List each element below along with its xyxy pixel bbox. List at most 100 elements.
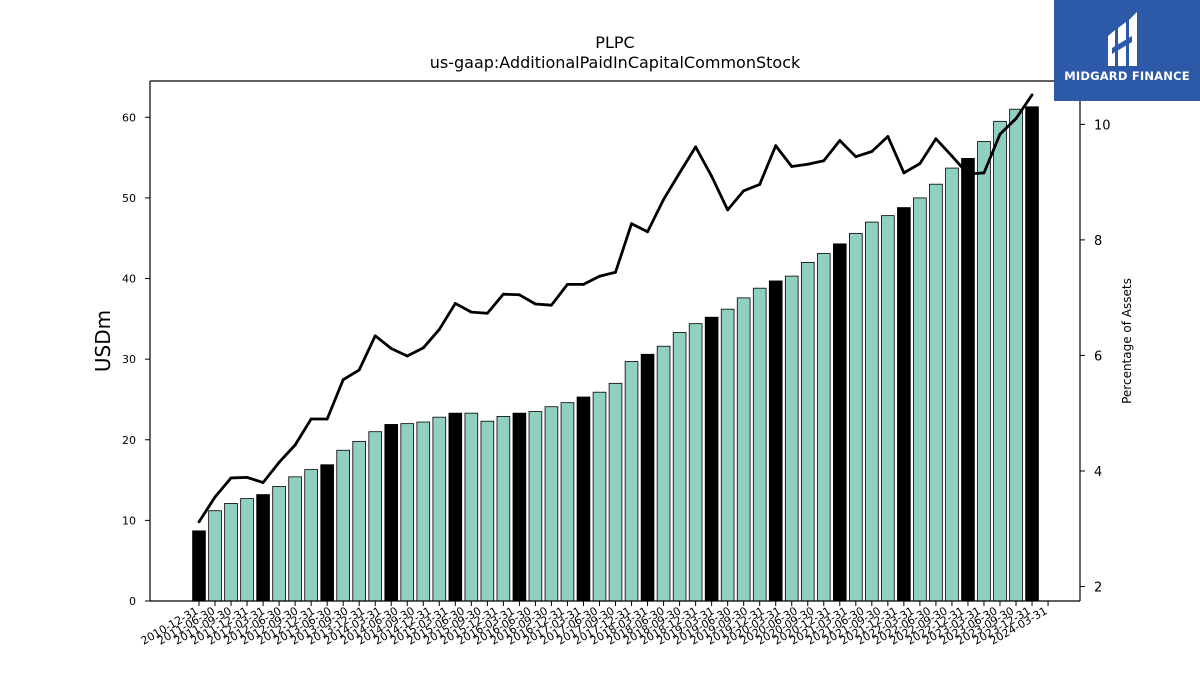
bar-2012-12-31: [320, 464, 334, 602]
bar-2021-03-31: [849, 232, 863, 602]
line-point-2014-03-31: [405, 354, 409, 358]
line-point-2015-06-30: [485, 311, 489, 315]
line-point-2023-03-31: [982, 171, 986, 175]
axes: 01020304050602468102010-12-312011-06-302…: [122, 80, 1111, 648]
line-point-2023-09-30: [1014, 117, 1018, 120]
bar-2019-09-30: [752, 287, 767, 602]
bar-2017-06-30: [608, 382, 623, 602]
bar-2014-12-31: [448, 412, 463, 602]
line-point-2016-03-31: [534, 302, 537, 306]
line-point-2010-12-31: [197, 520, 201, 524]
line-point-2019-03-31: [726, 208, 730, 212]
line-point-2014-12-31: [453, 302, 457, 305]
y-tick-label: 0: [129, 595, 136, 608]
bar-2019-06-30: [736, 297, 751, 602]
y2-tick-label: 6: [1094, 349, 1102, 364]
line-point-2012-12-31: [325, 417, 329, 421]
line-series: [197, 93, 1034, 524]
line-point-2011-12-31: [261, 481, 265, 484]
bar-2015-12-31: [512, 412, 527, 602]
bar-2020-06-30: [800, 261, 815, 602]
line-point-2019-12-31: [774, 144, 778, 148]
line-point-2022-06-30: [934, 137, 938, 141]
bar-2014-06-30: [416, 421, 431, 602]
y-tick-label: 10: [122, 514, 136, 527]
bar-2016-12-31: [576, 396, 591, 602]
line-point-2014-06-30: [421, 346, 425, 350]
line-point-2012-06-30: [293, 443, 297, 447]
line-point-2011-06-30: [229, 476, 233, 480]
bar-2015-09-30: [496, 415, 511, 602]
bar-2013-12-31: [384, 424, 399, 602]
line-point-2020-03-31: [790, 165, 794, 168]
line-point-2023-12-31: [1030, 93, 1034, 97]
bar-2013-03-31: [336, 449, 350, 602]
bar-2016-06-30: [544, 406, 559, 602]
line-point-2015-09-30: [501, 292, 505, 296]
midgard-logo-icon: [1108, 12, 1137, 66]
y2-tick-label: 10: [1094, 118, 1111, 133]
bar-2012-06-30: [288, 476, 302, 602]
line-point-2016-09-30: [566, 282, 569, 286]
line-point-2019-06-30: [742, 189, 746, 193]
y2-tick-label: 8: [1094, 234, 1102, 249]
bar-2022-12-31: [961, 157, 975, 602]
y-axis-label: USDm: [91, 310, 115, 372]
bar-series: [192, 106, 1039, 602]
line-point-2018-03-31: [662, 198, 665, 201]
bar-2021-06-30: [865, 221, 879, 602]
bar-2018-09-30: [688, 323, 703, 602]
bar-2018-12-31: [704, 316, 719, 602]
bar-2023-03-31: [977, 141, 991, 602]
bar-2012-09-30: [304, 469, 318, 602]
line-point-2013-12-31: [389, 347, 393, 350]
bar-2014-03-31: [400, 423, 415, 602]
line-point-2012-09-30: [309, 417, 313, 421]
bar-2022-03-31: [913, 197, 927, 602]
bar-2022-06-30: [929, 183, 943, 602]
bar-2011-06-30: [224, 503, 238, 602]
bar-2010-12-31: [192, 530, 206, 602]
line-point-2019-09-30: [758, 183, 762, 186]
y-tick-label: 40: [122, 273, 136, 286]
line-point-2021-12-31: [902, 171, 906, 175]
bar-2013-06-30: [352, 440, 366, 602]
bar-2016-09-30: [560, 402, 575, 602]
y2-tick-label: 4: [1094, 465, 1102, 480]
bar-2014-09-30: [432, 416, 447, 602]
line-point-2013-09-30: [373, 334, 377, 338]
bar-2023-06-30: [993, 120, 1007, 602]
line-point-2021-03-31: [854, 155, 858, 159]
line-point-2012-03-31: [277, 460, 281, 464]
y-tick-label: 20: [122, 434, 136, 447]
line-point-2015-03-31: [469, 310, 473, 314]
bar-2019-03-31: [720, 308, 735, 602]
line-point-2018-06-30: [678, 171, 681, 175]
line-point-2017-12-31: [646, 230, 649, 234]
line-point-2018-09-30: [694, 145, 698, 149]
y2-tick-label: 2: [1094, 581, 1102, 596]
bar-2011-03-31: [208, 510, 222, 602]
bar-2023-09-30: [1009, 108, 1023, 602]
bar-2017-03-31: [592, 391, 607, 602]
bar-2015-03-31: [464, 412, 479, 602]
line-point-2020-09-30: [822, 159, 826, 163]
bar-2021-09-30: [881, 215, 895, 602]
bar-2017-09-30: [624, 361, 639, 602]
midgard-logo: MIDGARD FINANCE: [1054, 0, 1200, 101]
y-tick-label: 60: [122, 111, 136, 124]
line-point-2014-09-30: [437, 328, 441, 331]
line-point-2022-03-31: [918, 162, 922, 166]
y-tick-label: 30: [122, 353, 136, 366]
bar-2018-06-30: [672, 332, 687, 602]
line-point-2015-12-31: [518, 293, 521, 297]
bar-2023-12-31: [1025, 106, 1039, 602]
bar-2020-12-31: [833, 243, 847, 602]
line-point-2011-03-31: [213, 495, 217, 499]
line-point-2021-09-30: [886, 135, 890, 138]
line-point-2021-06-30: [870, 150, 874, 153]
logo-text: MIDGARD FINANCE: [1064, 69, 1190, 83]
line-point-2018-12-31: [710, 174, 714, 178]
bar-2022-09-30: [945, 167, 959, 602]
bar-2015-06-30: [480, 420, 495, 602]
